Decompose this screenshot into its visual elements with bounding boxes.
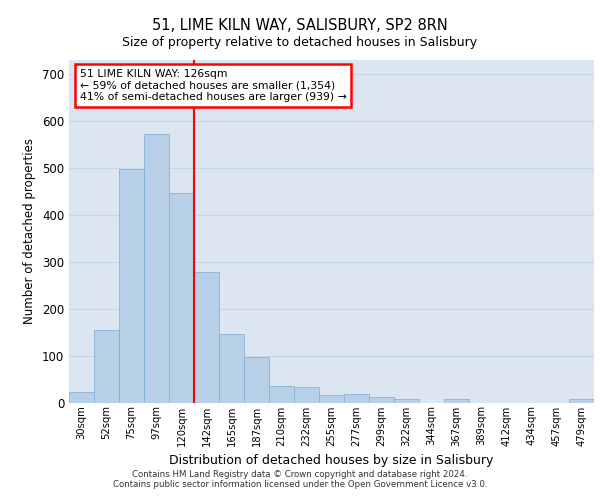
- Bar: [119, 170, 144, 402]
- Bar: [144, 134, 169, 402]
- Bar: [319, 396, 344, 402]
- Text: Contains HM Land Registry data © Crown copyright and database right 2024.
Contai: Contains HM Land Registry data © Crown c…: [113, 470, 487, 489]
- Text: 51, LIME KILN WAY, SALISBURY, SP2 8RN: 51, LIME KILN WAY, SALISBURY, SP2 8RN: [152, 18, 448, 32]
- Text: 51 LIME KILN WAY: 126sqm
← 59% of detached houses are smaller (1,354)
41% of sem: 51 LIME KILN WAY: 126sqm ← 59% of detach…: [79, 68, 346, 102]
- Bar: [294, 388, 319, 402]
- Bar: [344, 394, 369, 402]
- Bar: [69, 392, 94, 402]
- Bar: [219, 334, 244, 402]
- Bar: [444, 398, 469, 402]
- Bar: [569, 399, 594, 402]
- Bar: [369, 397, 394, 402]
- X-axis label: Distribution of detached houses by size in Salisbury: Distribution of detached houses by size …: [169, 454, 494, 467]
- Bar: [169, 193, 194, 402]
- Bar: [394, 398, 419, 402]
- Y-axis label: Number of detached properties: Number of detached properties: [23, 138, 37, 324]
- Bar: [194, 272, 219, 402]
- Text: Size of property relative to detached houses in Salisbury: Size of property relative to detached ho…: [122, 36, 478, 49]
- Bar: [269, 386, 294, 402]
- Bar: [244, 356, 269, 403]
- Bar: [94, 330, 119, 402]
